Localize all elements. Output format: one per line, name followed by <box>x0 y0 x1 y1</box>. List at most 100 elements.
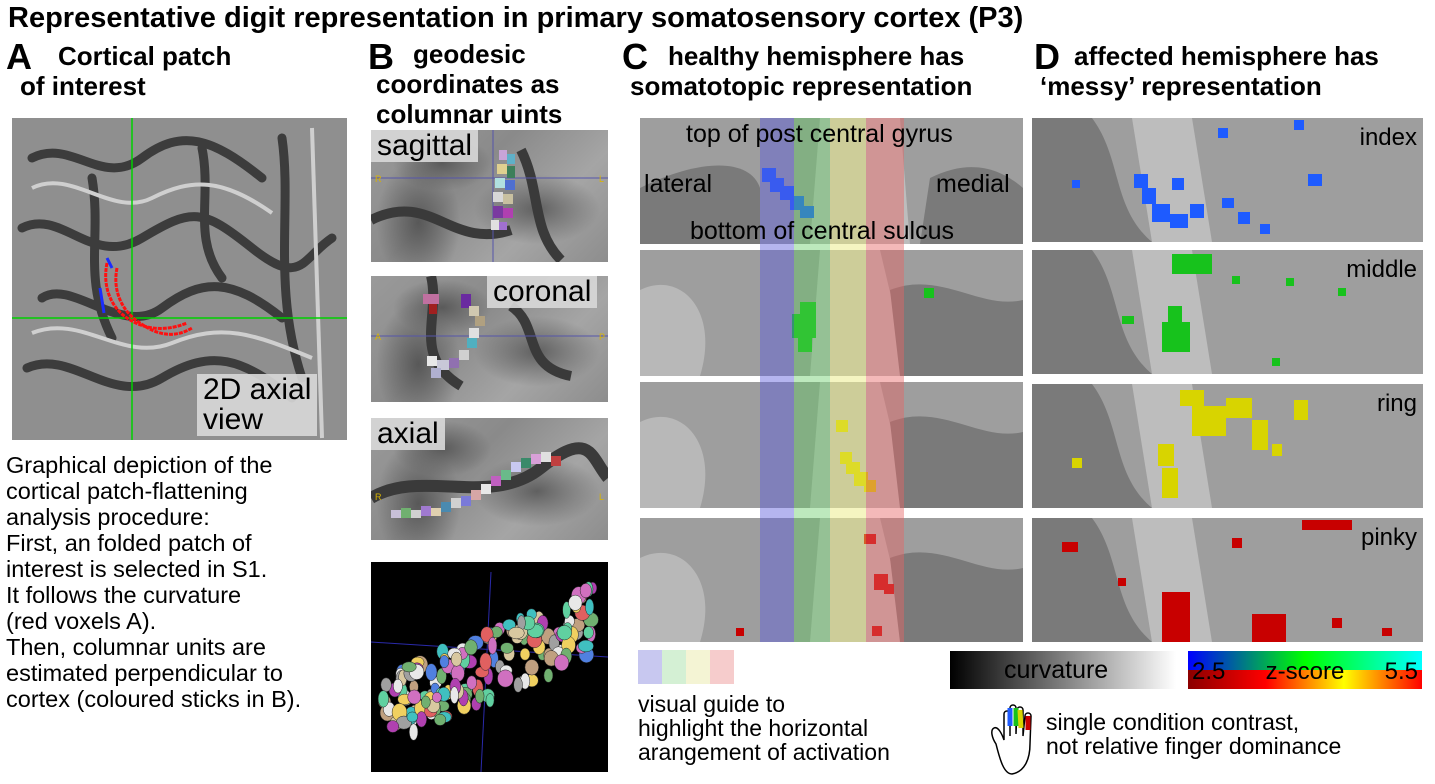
column-blob <box>377 690 389 708</box>
axial-small-image: axial R L <box>371 418 608 540</box>
desc-line: First, an folded patch of <box>6 530 252 556</box>
axial-small-svg <box>371 442 608 518</box>
coronal-label: coronal <box>487 276 598 308</box>
column-blob <box>475 688 485 704</box>
finger-label-index: index <box>1359 124 1417 151</box>
column-blob <box>524 659 539 676</box>
panel-b-heading-1: geodesic <box>413 39 526 69</box>
visual-guide-text: visual guide to highlight the horizontal… <box>638 692 890 764</box>
panel-d-heading-1: affected hemisphere has <box>1074 41 1379 71</box>
panel-c-heading-1: healthy hemisphere has <box>668 41 965 71</box>
panel-b-letter: B <box>368 36 394 77</box>
healthy-index-map <box>640 118 1023 244</box>
orient-label: R <box>375 174 382 184</box>
panel-b-heading-2: coordinates as <box>376 69 560 99</box>
column-blob <box>513 677 523 693</box>
panel-c-heading-2: somatotopic representation <box>630 71 973 101</box>
orient-label: R <box>375 492 382 502</box>
column-blob <box>416 711 427 728</box>
column-blob <box>409 723 419 741</box>
sagittal-image: sagittal R L <box>371 130 608 262</box>
column-blob <box>432 691 442 703</box>
sagittal-label: sagittal <box>371 130 479 162</box>
column-blob <box>554 654 570 672</box>
desc-line: cortex (coloured sticks in B). <box>6 686 302 712</box>
panel-a-heading-1: Cortical patch <box>58 41 232 71</box>
column-blob <box>466 675 477 690</box>
panel-a-heading-2: of interest <box>20 71 146 101</box>
desc-line: Then, columnar units are <box>6 634 266 660</box>
column-blob <box>450 686 459 704</box>
orient-label: A <box>375 332 382 342</box>
zscore-label: z-score <box>1265 658 1345 685</box>
healthy-pinky-map <box>640 518 1023 642</box>
column-blob <box>579 583 592 599</box>
healthy-index-svg <box>640 118 1023 244</box>
healthy-middle-svg <box>640 250 1023 376</box>
column-blob <box>583 626 594 639</box>
lateral-label: lateral <box>644 170 713 198</box>
curvature-label: curvature <box>1004 656 1109 684</box>
panel-d-heading-2: ‘messy’ representation <box>1040 71 1322 101</box>
column-blob <box>500 642 514 654</box>
columnar-3d-svg <box>371 571 608 772</box>
affected-middle-svg <box>1032 250 1423 374</box>
affected-pinky-map: pinky <box>1032 518 1423 642</box>
guide-line: highlight the horizontal <box>638 715 869 741</box>
note-line: single condition contrast, <box>1046 709 1300 735</box>
axial-brain-svg <box>12 118 347 440</box>
healthy-ring-map <box>640 382 1023 508</box>
axial-view-label-line2: view <box>203 403 264 436</box>
column-blob <box>577 639 594 653</box>
desc-line: interest is selected in S1. <box>6 556 268 582</box>
column-blob <box>508 626 525 640</box>
healthy-ring-svg <box>640 382 1023 508</box>
hand-icon <box>990 700 1046 783</box>
desc-line: analysis procedure: <box>6 504 210 530</box>
axial-label: axial <box>371 418 445 450</box>
axial-view-label-line1: 2D axial <box>203 373 312 406</box>
orient-label: L <box>599 492 605 502</box>
column-blob <box>497 669 514 688</box>
curvature-colorbar: curvature <box>950 651 1176 689</box>
finger-label-middle: middle <box>1346 256 1417 283</box>
guide-swatch-green <box>662 650 686 684</box>
column-blob <box>401 661 417 673</box>
guide-line: visual guide to <box>638 691 786 717</box>
desc-line: estimated perpendicular to <box>6 660 283 686</box>
coronal-svg <box>371 276 608 391</box>
finger-label-ring: ring <box>1376 390 1417 417</box>
column-blob <box>464 639 478 656</box>
column-blob <box>407 689 422 705</box>
guide-band-green <box>794 118 830 642</box>
top-gyrus-label: top of post central gyrus <box>686 120 953 148</box>
guide-band-yellow <box>830 118 866 642</box>
column-blob <box>556 625 572 641</box>
column-blob <box>585 598 595 616</box>
guide-line: arangement of activation <box>638 739 890 765</box>
affected-index-map: index <box>1032 118 1423 242</box>
column-blob <box>425 663 438 681</box>
axial-view-label: 2D axial view <box>197 373 318 436</box>
note-line: not relative finger dominance <box>1046 733 1342 759</box>
column-blob <box>421 695 431 709</box>
panel-c-letter: C <box>622 36 648 77</box>
desc-line: cortical patch-flattening <box>6 478 248 504</box>
affected-pinky-svg <box>1032 518 1423 642</box>
procedure-description: Graphical depiction of the cortical patc… <box>6 452 301 712</box>
column-blob <box>543 668 554 683</box>
guide-swatch-blue <box>638 650 662 684</box>
zscore-min: 2.5 <box>1192 658 1226 685</box>
zscore-max: 5.5 <box>1384 658 1418 685</box>
column-blob <box>406 711 418 723</box>
orient-label: L <box>599 174 605 184</box>
healthy-pinky-svg <box>640 518 1023 642</box>
column-blob <box>434 713 447 726</box>
panel-b-heading-3: columnar uints <box>376 99 563 129</box>
affected-index-svg <box>1032 118 1423 242</box>
hand-icon-svg <box>991 704 1032 775</box>
healthy-middle-map <box>640 250 1023 376</box>
guide-swatch-yellow <box>686 650 710 684</box>
guide-band-blue <box>760 118 794 642</box>
panel-a-letter: A <box>6 36 32 77</box>
